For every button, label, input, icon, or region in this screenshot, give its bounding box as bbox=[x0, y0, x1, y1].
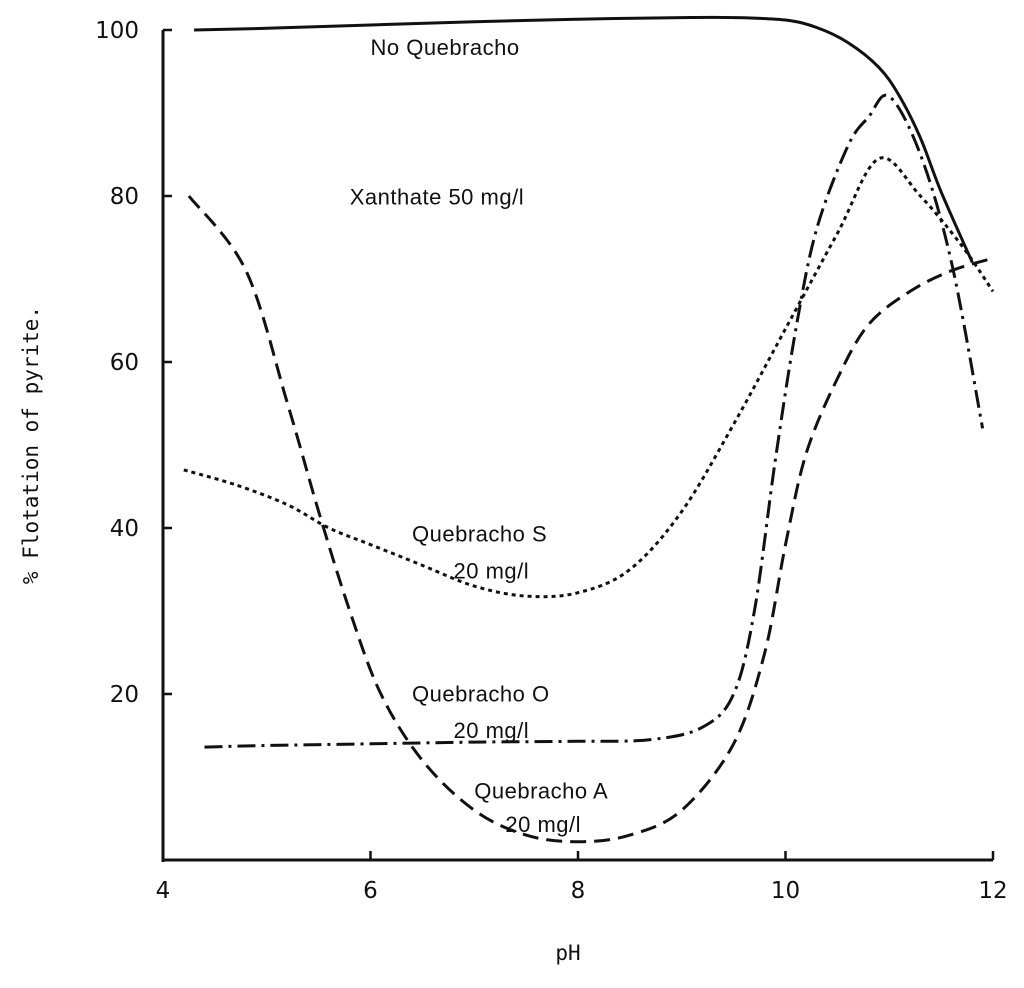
annotation-label: 20 mg/l bbox=[505, 812, 581, 837]
y-axis-title: % Flotation of pyrite. bbox=[19, 306, 43, 584]
annotation-label: 20 mg/l bbox=[454, 718, 530, 743]
series-layer bbox=[183, 15, 995, 844]
series-line-2 bbox=[183, 156, 995, 599]
series-line-1 bbox=[194, 15, 974, 264]
x-tick-label: 10 bbox=[771, 878, 800, 904]
annotation-label: No Quebracho bbox=[371, 35, 520, 60]
annotation-label: 20 mg/l bbox=[454, 559, 530, 584]
annotation-label: Quebracho S bbox=[412, 521, 547, 546]
annotations: No Quebracho Xanthate 50 mg/l Quebracho S 2… bbox=[350, 35, 608, 837]
y-tick-label: 100 bbox=[95, 18, 139, 44]
axes: 4 6 8 10 12 20 40 60 80 100 bbox=[95, 18, 1008, 904]
annotation-label: Xanthate 50 mg/l bbox=[350, 184, 524, 209]
y-tick-label: 20 bbox=[110, 682, 139, 708]
annotation-label: Quebracho O bbox=[412, 681, 550, 706]
x-tick-label: 6 bbox=[363, 878, 378, 904]
series-line-3 bbox=[204, 93, 985, 749]
x-tick-label: 12 bbox=[978, 878, 1007, 904]
y-tick-label: 80 bbox=[110, 184, 139, 210]
x-tick-label: 4 bbox=[156, 878, 171, 904]
x-tick-label: 8 bbox=[571, 878, 586, 904]
annotation-label: Quebracho A bbox=[474, 779, 608, 804]
y-tick-label: 60 bbox=[110, 350, 139, 376]
x-axis-title: pH bbox=[555, 941, 580, 965]
series-line-4 bbox=[187, 195, 994, 844]
y-tick-label: 40 bbox=[110, 516, 139, 542]
